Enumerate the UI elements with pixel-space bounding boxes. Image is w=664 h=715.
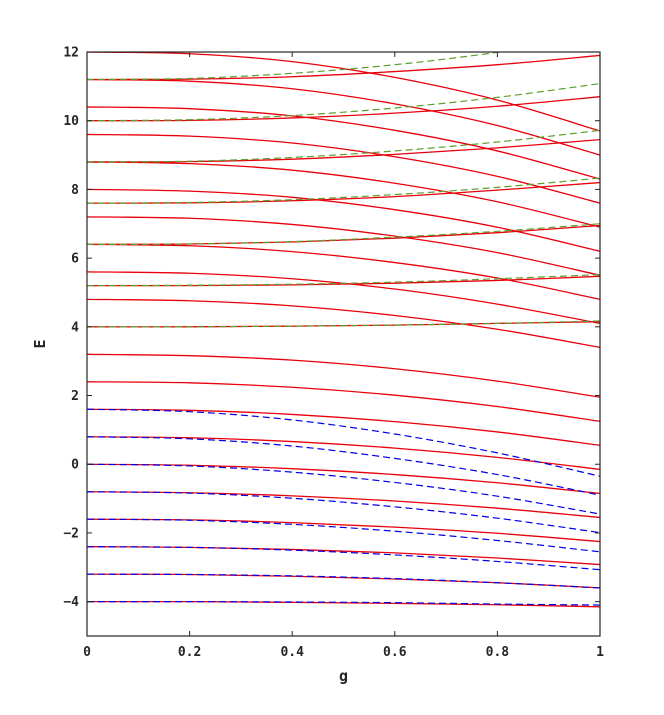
- blue-dashed-curve-8: [87, 408, 600, 477]
- red-solid-curve-17: [87, 216, 600, 276]
- x-tick-label: 0.2: [178, 645, 201, 660]
- red-solid-curve-8: [87, 408, 600, 446]
- y-tick-label: 12: [63, 46, 79, 61]
- red-solid-curve-22: [87, 133, 600, 204]
- blue-dashed-curve-7: [87, 436, 600, 496]
- y-tick-label: 4: [71, 320, 79, 335]
- y-tick-label: 0: [71, 458, 79, 473]
- x-tick-label: 0.4: [280, 645, 304, 660]
- x-tick-label: 0: [83, 645, 91, 660]
- plot-frame: [86, 51, 601, 637]
- y-axis-label: E: [31, 339, 49, 348]
- x-axis-label: g: [339, 667, 348, 685]
- blue-dashed-curve-4: [87, 518, 600, 553]
- blue-dashed-curve-6: [87, 463, 600, 515]
- red-solid-curve-15: [87, 243, 600, 300]
- green-dashed-curve-5: [87, 129, 600, 163]
- blue-dashed-curve-5: [87, 491, 600, 534]
- green-dashed-curve-7: [87, 52, 505, 81]
- blue-dashed-curve-1: [87, 601, 600, 606]
- green-dashed-curve-6: [87, 83, 600, 122]
- blue-dashed-curve-2: [87, 573, 600, 589]
- red-solid-curve-24: [87, 106, 600, 180]
- green-dashed-curve-3: [87, 223, 600, 245]
- y-tick-label: 10: [63, 114, 79, 129]
- red-solid-curve-25: [87, 78, 600, 156]
- red-solid-curve-9: [87, 381, 600, 422]
- y-tick-label: 8: [71, 183, 79, 198]
- x-tick-label: 0.6: [383, 645, 407, 660]
- green-dashed-curve-2: [87, 274, 600, 287]
- plot-background: [87, 52, 600, 636]
- x-tick-label: 0.8: [486, 645, 510, 660]
- red-solid-curve-27: [87, 52, 600, 132]
- red-solid-curve-19: [87, 188, 600, 252]
- red-solid-curve-10: [87, 353, 600, 398]
- y-tick-label: 6: [71, 252, 79, 267]
- y-tick-label: −4: [63, 595, 79, 610]
- red-solid-curve-12: [87, 298, 600, 349]
- green-dashed-curve-1: [87, 320, 600, 328]
- ticks-layer: 0 0.2 0.4 0.6 0.8 1 −4 −2 0 2 4 6 8 10 12: [63, 46, 604, 661]
- x-tick-label: 1: [596, 645, 604, 660]
- red-solid-curve-7: [87, 436, 600, 471]
- blue-dashed-curve-3: [87, 546, 600, 571]
- green-dashed-curve-4: [87, 177, 600, 204]
- curves-layer: [87, 52, 600, 608]
- y-tick-label: 2: [71, 389, 79, 404]
- red-solid-curve-20: [87, 161, 600, 228]
- y-tick-label: −2: [63, 526, 79, 541]
